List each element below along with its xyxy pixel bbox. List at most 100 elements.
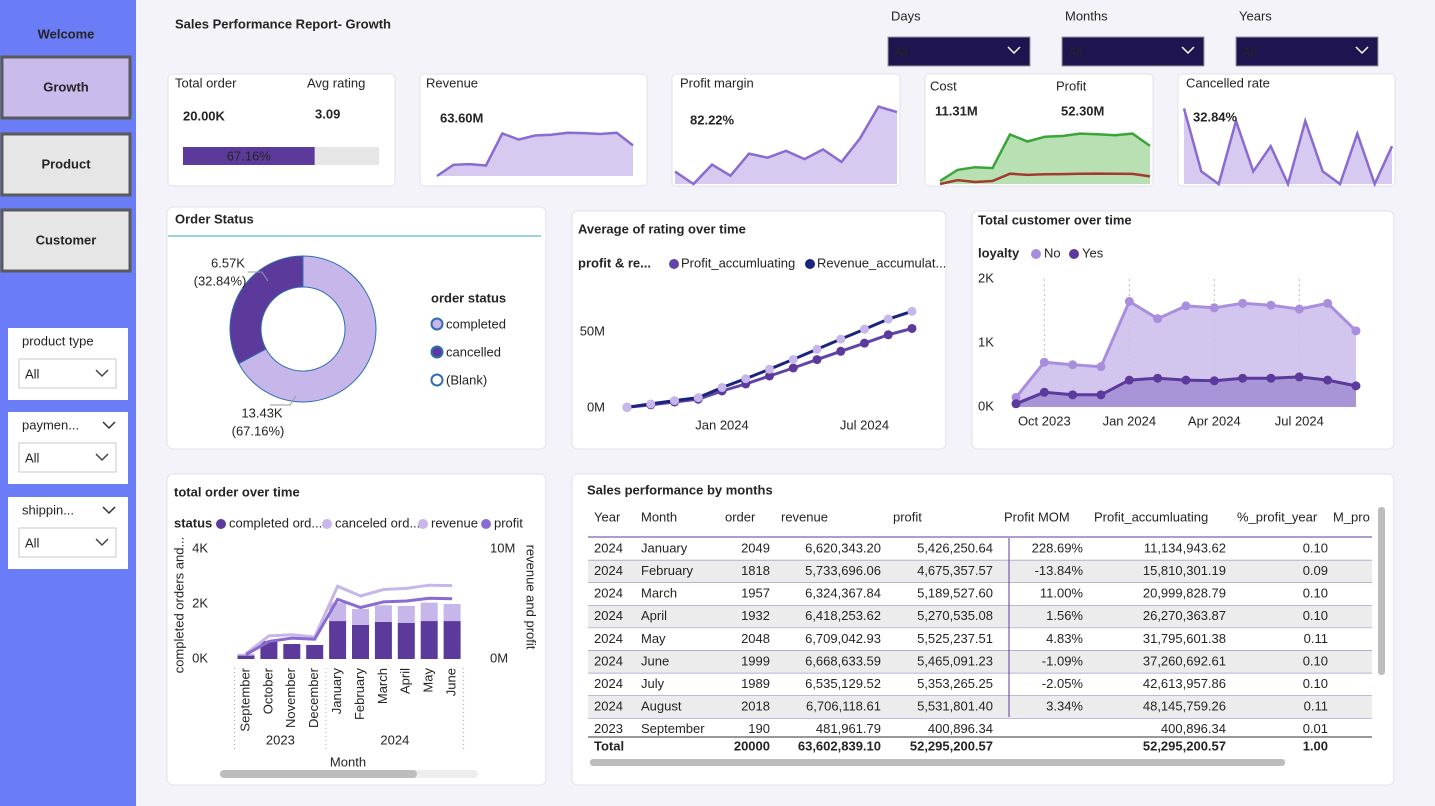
table-cell: 2049	[741, 540, 770, 555]
filter-dropdown[interactable]: All	[1235, 36, 1379, 67]
nav-button[interactable]: Customer	[0, 208, 132, 273]
filter-box	[1235, 36, 1379, 67]
table-cell: 5,353,265.25	[917, 676, 993, 691]
x-tick-label: Jan 2024	[695, 417, 749, 432]
nav-button[interactable]: Product	[0, 132, 132, 197]
table-cell: 5,270,535.08	[917, 608, 993, 623]
leader-line	[248, 271, 269, 282]
table-row	[588, 650, 1372, 674]
table-cell: 2023	[594, 721, 623, 736]
legend-marker	[216, 519, 226, 529]
table-cell: 0.10	[1303, 653, 1328, 668]
scrollbar-thumb[interactable]	[1378, 507, 1385, 675]
y-tick-label: 1K	[978, 334, 994, 349]
table-cell: 0.10	[1303, 676, 1328, 691]
table-cell: 11,134,943.62	[1144, 540, 1226, 555]
bar	[443, 604, 461, 622]
table-row	[588, 673, 1372, 696]
table-cell: 5,426,250.64	[917, 540, 993, 555]
x-tick-label: December	[306, 667, 321, 728]
kpi-label: Total order	[175, 75, 237, 90]
table-total: 20000	[734, 738, 770, 753]
bar	[397, 622, 415, 659]
legend-label: canceled ord...	[335, 515, 420, 530]
scrollbar-thumb[interactable]	[220, 770, 417, 778]
bar	[374, 605, 392, 623]
data-point	[1096, 362, 1106, 372]
data-point	[812, 344, 822, 354]
slicer-dropdown[interactable]: All	[18, 442, 117, 473]
data-point	[622, 402, 632, 412]
table-cell: 48,145,759.26	[1143, 699, 1226, 714]
table-cell: 0.09	[1303, 563, 1328, 578]
table-cell: 42,613,957.86	[1143, 676, 1226, 691]
column-header: profit	[893, 509, 922, 524]
slicer-dropdown[interactable]: All	[18, 527, 117, 558]
data-point	[717, 383, 727, 393]
x-tick-label: February	[352, 668, 367, 721]
table-cell: 0.10	[1303, 586, 1328, 601]
nav-button[interactable]: Growth	[0, 55, 132, 120]
bar	[352, 624, 369, 659]
data-point	[907, 323, 917, 333]
table-cell: 5,733,696.06	[805, 563, 881, 578]
bar	[420, 621, 438, 659]
data-point	[812, 355, 822, 365]
bar	[237, 655, 255, 659]
slicer-value: All	[25, 366, 40, 381]
y-tick-label: 2K	[978, 270, 994, 285]
filter-label: Days	[891, 8, 921, 23]
x-tick-label: Oct 2023	[1018, 413, 1071, 428]
legend-label: completed ord...	[229, 515, 322, 530]
legend-marker	[481, 519, 491, 529]
slicer-value: All	[25, 535, 40, 550]
table-cell: 400,896.34	[928, 721, 993, 736]
data-point	[765, 371, 774, 381]
kpi-label: Profit margin	[680, 75, 754, 90]
data-point	[646, 399, 656, 409]
chevron	[1007, 46, 1021, 55]
bar	[306, 644, 324, 659]
filter-dropdown[interactable]: All	[1061, 36, 1205, 67]
table-cell: 0.11	[1304, 631, 1328, 646]
x-tick-label: October	[260, 667, 275, 714]
table-cell: July	[641, 676, 665, 691]
legend-title: profit & re...	[578, 255, 651, 270]
legend-label: Profit_accumluating	[681, 255, 795, 270]
sparkline-area	[675, 106, 897, 184]
table-cell: 4.83%	[1046, 631, 1083, 646]
bar	[352, 608, 369, 625]
data-point	[883, 314, 893, 324]
filter-value: All	[894, 44, 909, 59]
nav-button-label: Product	[41, 156, 91, 171]
x-tick-label: April	[398, 668, 413, 694]
chart-title: Average of rating over time	[578, 221, 746, 236]
kpi-value: 11.31M	[935, 103, 978, 118]
x-axis-label: Month	[330, 754, 366, 769]
legend-title: order status	[431, 290, 506, 305]
data-point	[1209, 303, 1219, 313]
sparkline-area	[1184, 108, 1392, 184]
column-header: Profit MOM	[1004, 509, 1070, 524]
legend-label: revenue	[431, 515, 478, 530]
data-point	[1153, 314, 1163, 324]
y2-tick-label: 10M	[490, 540, 515, 555]
data-point	[765, 364, 774, 374]
table-cell: -13.84%	[1035, 563, 1084, 578]
table-cell: 0.01	[1303, 721, 1328, 736]
filter-dropdown[interactable]: All	[887, 36, 1031, 67]
donut-slice	[238, 255, 377, 403]
y2-tick-label: 0M	[490, 650, 508, 665]
table-cell: -1.09%	[1042, 653, 1084, 668]
column-header: order	[725, 509, 756, 524]
data-point	[1238, 373, 1248, 383]
series-area	[1016, 376, 1356, 407]
chart-title: total order over time	[174, 484, 300, 499]
data-point	[1011, 392, 1021, 402]
scrollbar-thumb[interactable]	[590, 759, 1285, 766]
table-cell: 6,706,118.61	[806, 699, 881, 714]
progress-bar	[183, 147, 315, 165]
table-total: 52,295,200.57	[1143, 738, 1226, 753]
nav-button-bg	[0, 132, 132, 197]
slicer-dropdown[interactable]: All	[18, 358, 117, 389]
